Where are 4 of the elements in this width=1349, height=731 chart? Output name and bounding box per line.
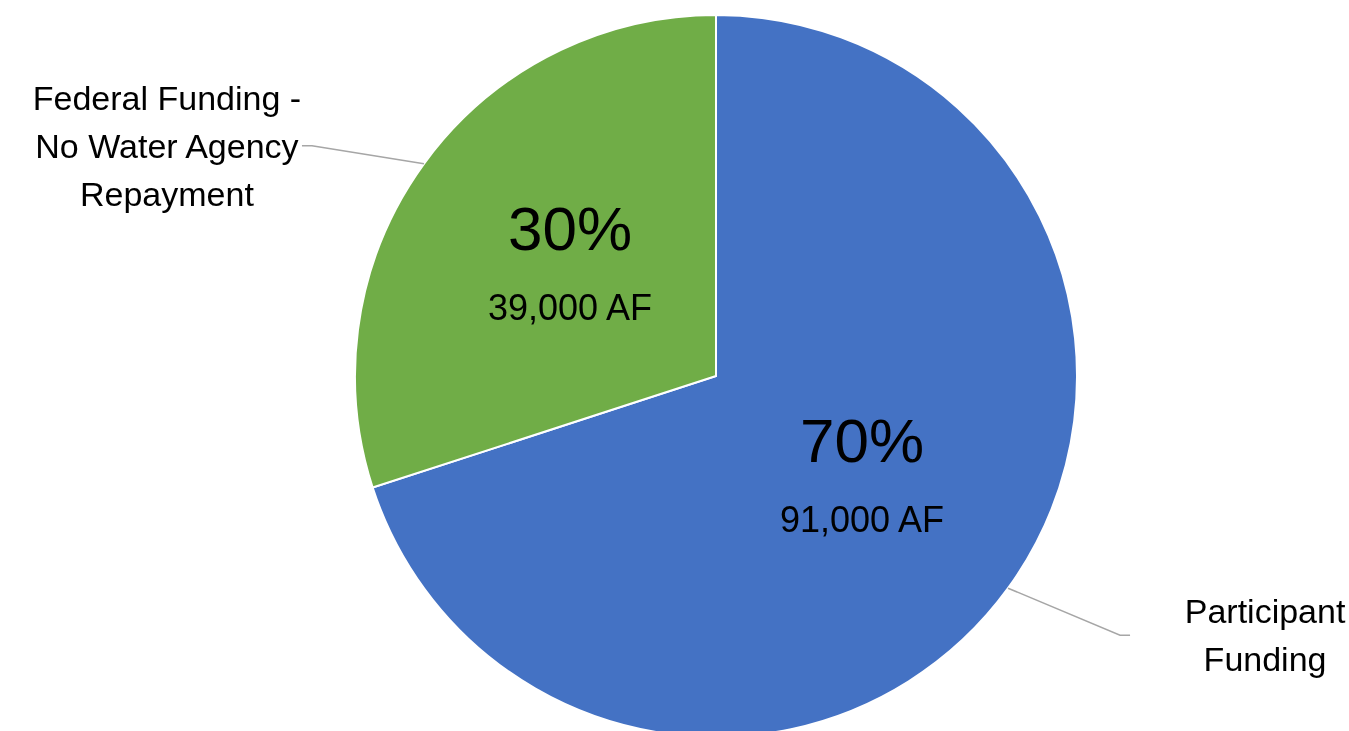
slice-label: Federal Funding - No Water Agency Repayment	[32, 78, 302, 213]
slice-label: Participant Funding	[1184, 592, 1346, 679]
data-label: 30% 39,000 AF	[487, 193, 653, 328]
data-label: 70% 91,000 AF	[779, 406, 945, 541]
